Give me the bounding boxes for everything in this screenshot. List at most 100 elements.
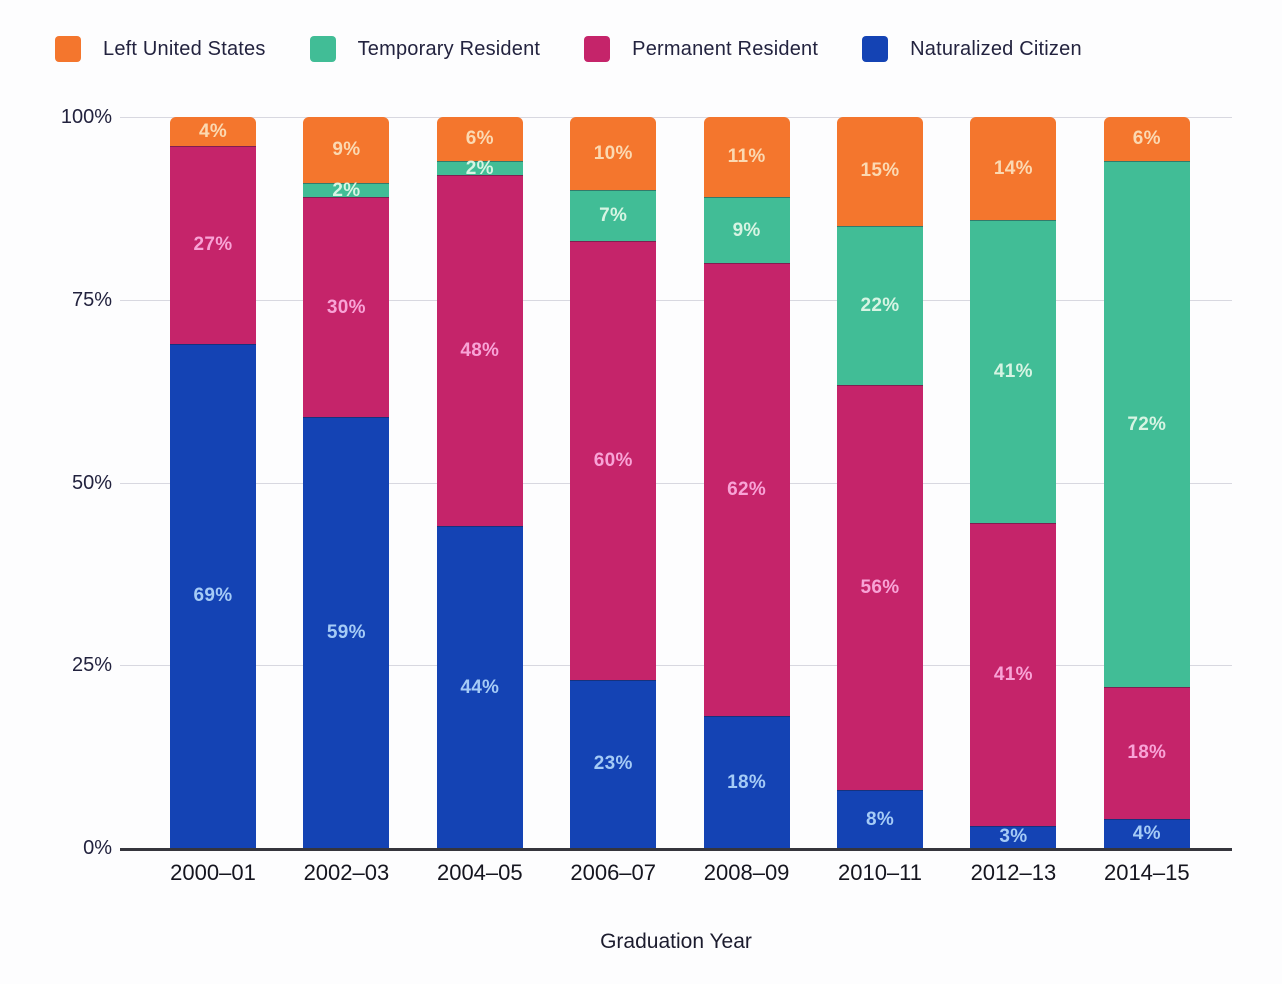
- segment-value-label: 59%: [326, 621, 366, 643]
- segment-value-label: 9%: [732, 219, 761, 241]
- x-axis-title: Graduation Year: [600, 930, 752, 953]
- bar-segment: 44%: [436, 526, 523, 848]
- segment-value-label: 7%: [599, 205, 628, 227]
- segment-value-label: 48%: [460, 340, 500, 362]
- bar-segment: 72%: [1103, 160, 1190, 688]
- x-tick-label-2012–13: 2012–13: [970, 860, 1057, 885]
- stacked-bar-2014–15: 6% 72% 18% 4%: [1103, 117, 1190, 848]
- legend-swatch-icon: [55, 36, 81, 62]
- segment-value-label: 6%: [1132, 127, 1161, 149]
- y-tick-label-100: 100%: [60, 106, 112, 128]
- segment-value-label: 18%: [727, 771, 767, 793]
- x-tick-label-2002–03: 2002–03: [303, 860, 390, 885]
- stacked-bar-2004–05: 6% 2% 48% 44%: [436, 117, 523, 848]
- bar-segment: 41%: [970, 220, 1057, 524]
- bar-segment: 7%: [570, 190, 657, 242]
- bar-segment: 48%: [436, 175, 523, 527]
- segment-value-label: 8%: [865, 808, 895, 830]
- legend-label: Left United States: [103, 37, 266, 60]
- legend-swatch-icon: [584, 36, 611, 62]
- stacked-bar-2008–09: 11% 9% 62% 18%: [703, 117, 790, 848]
- stacked-bar-2000–01: 4% 27% 69%: [170, 117, 256, 848]
- stacked-bar-2006–07: 10% 7% 60% 23%: [570, 117, 657, 848]
- legend-swatch-icon: [862, 36, 889, 62]
- legend-swatch-icon: [309, 36, 336, 62]
- bar-segment: 6%: [436, 117, 523, 161]
- bar-segment: 62%: [703, 263, 790, 717]
- x-tick-label-2004–05: 2004–05: [436, 860, 523, 885]
- segment-value-label: 18%: [1127, 742, 1167, 764]
- legend-label: Permanent Resident: [632, 37, 819, 60]
- bar-segment: 6%: [1103, 117, 1190, 161]
- gridline-25: [120, 665, 1232, 667]
- segment-value-label: 30%: [326, 296, 366, 318]
- x-tick-label-2006–07: 2006–07: [570, 860, 657, 885]
- y-tick-label-50: 50%: [71, 471, 112, 494]
- bar-segment: 9%: [303, 117, 390, 183]
- plot-area: 4% 27% 69% 9% 2% 30% 59% 6% 2% 48% 44% 10% 7% 60% 23% 1…: [120, 117, 1232, 851]
- segment-value-label: 62%: [727, 479, 767, 501]
- segment-value-label: 11%: [727, 146, 766, 168]
- gridline-100: [120, 117, 1232, 118]
- segment-value-label: 41%: [993, 663, 1033, 685]
- bar-segment: 41%: [970, 523, 1057, 826]
- segment-value-label: 23%: [593, 753, 633, 775]
- bar-segment: 30%: [303, 197, 390, 417]
- x-tick-label-2008–09: 2008–09: [703, 860, 790, 885]
- segment-value-label: 27%: [193, 234, 233, 256]
- segment-value-label: 2%: [332, 179, 361, 201]
- segment-value-label: 10%: [593, 142, 633, 164]
- legend-item-1: Temporary Resident: [309, 36, 541, 62]
- segment-value-label: 60%: [593, 450, 633, 472]
- bar-segment: 27%: [170, 146, 256, 344]
- gridline-75: [120, 299, 1232, 301]
- segment-value-label: 72%: [1127, 413, 1167, 435]
- segment-value-label: 69%: [193, 585, 233, 607]
- stacked-bar-2010–11: 15% 22% 56% 8%: [837, 117, 923, 848]
- legend-item-0: Left United States: [55, 36, 266, 62]
- bar-segment: 69%: [170, 343, 256, 848]
- y-tick-label-75: 75%: [71, 288, 112, 311]
- bar-segment: 14%: [970, 117, 1057, 221]
- bar-segment: 4%: [1103, 818, 1190, 848]
- segment-value-label: 6%: [465, 127, 494, 149]
- y-tick-label-25: 25%: [71, 654, 112, 677]
- segment-value-label: 3%: [999, 826, 1028, 848]
- bar-segment: 11%: [703, 117, 790, 198]
- segment-value-label: 2%: [465, 157, 494, 179]
- bar-segment: 2%: [436, 158, 523, 179]
- bar-segment: 10%: [570, 117, 657, 191]
- bar-segment: 23%: [570, 679, 657, 848]
- bar-segment: 59%: [303, 416, 390, 848]
- segment-value-label: 15%: [860, 160, 900, 182]
- x-tick-label-2000–01: 2000–01: [170, 860, 256, 885]
- bar-segment: 56%: [837, 384, 923, 791]
- legend-label: Naturalized Citizen: [910, 37, 1082, 60]
- bar-segment: 4%: [170, 117, 256, 147]
- x-tick-label-2014–15: 2014–15: [1103, 860, 1190, 885]
- segment-value-label: 4%: [198, 120, 228, 142]
- bar-segment: 22%: [837, 225, 923, 385]
- y-tick-label-0: 0%: [83, 837, 112, 859]
- segment-value-label: 4%: [1132, 822, 1161, 844]
- segment-value-label: 22%: [860, 294, 900, 316]
- segment-value-label: 56%: [860, 576, 900, 598]
- bar-segment: 60%: [570, 241, 657, 680]
- legend-label: Temporary Resident: [357, 37, 541, 60]
- bar-segment: 18%: [1103, 687, 1190, 819]
- legend-item-3: Naturalized Citizen: [862, 36, 1082, 62]
- stacked-bar-2012–13: 14% 41% 41% 3%: [970, 117, 1057, 848]
- bar-segment: 9%: [703, 197, 790, 264]
- gridline-50: [120, 482, 1232, 484]
- bar-segment: 2%: [303, 180, 390, 201]
- segment-value-label: 44%: [460, 676, 500, 698]
- x-tick-label-2010–11: 2010–11: [837, 860, 922, 885]
- bar-segment: 15%: [837, 117, 923, 226]
- legend-item-2: Permanent Resident: [584, 36, 818, 62]
- segment-value-label: 9%: [332, 138, 361, 160]
- bar-segment: 8%: [837, 790, 923, 848]
- stacked-bar-2002–03: 9% 2% 30% 59%: [303, 117, 390, 848]
- segment-value-label: 14%: [993, 157, 1033, 179]
- bar-segment: 3%: [970, 825, 1057, 848]
- chart-legend: Left United States Temporary Resident Perm…: [55, 36, 1082, 62]
